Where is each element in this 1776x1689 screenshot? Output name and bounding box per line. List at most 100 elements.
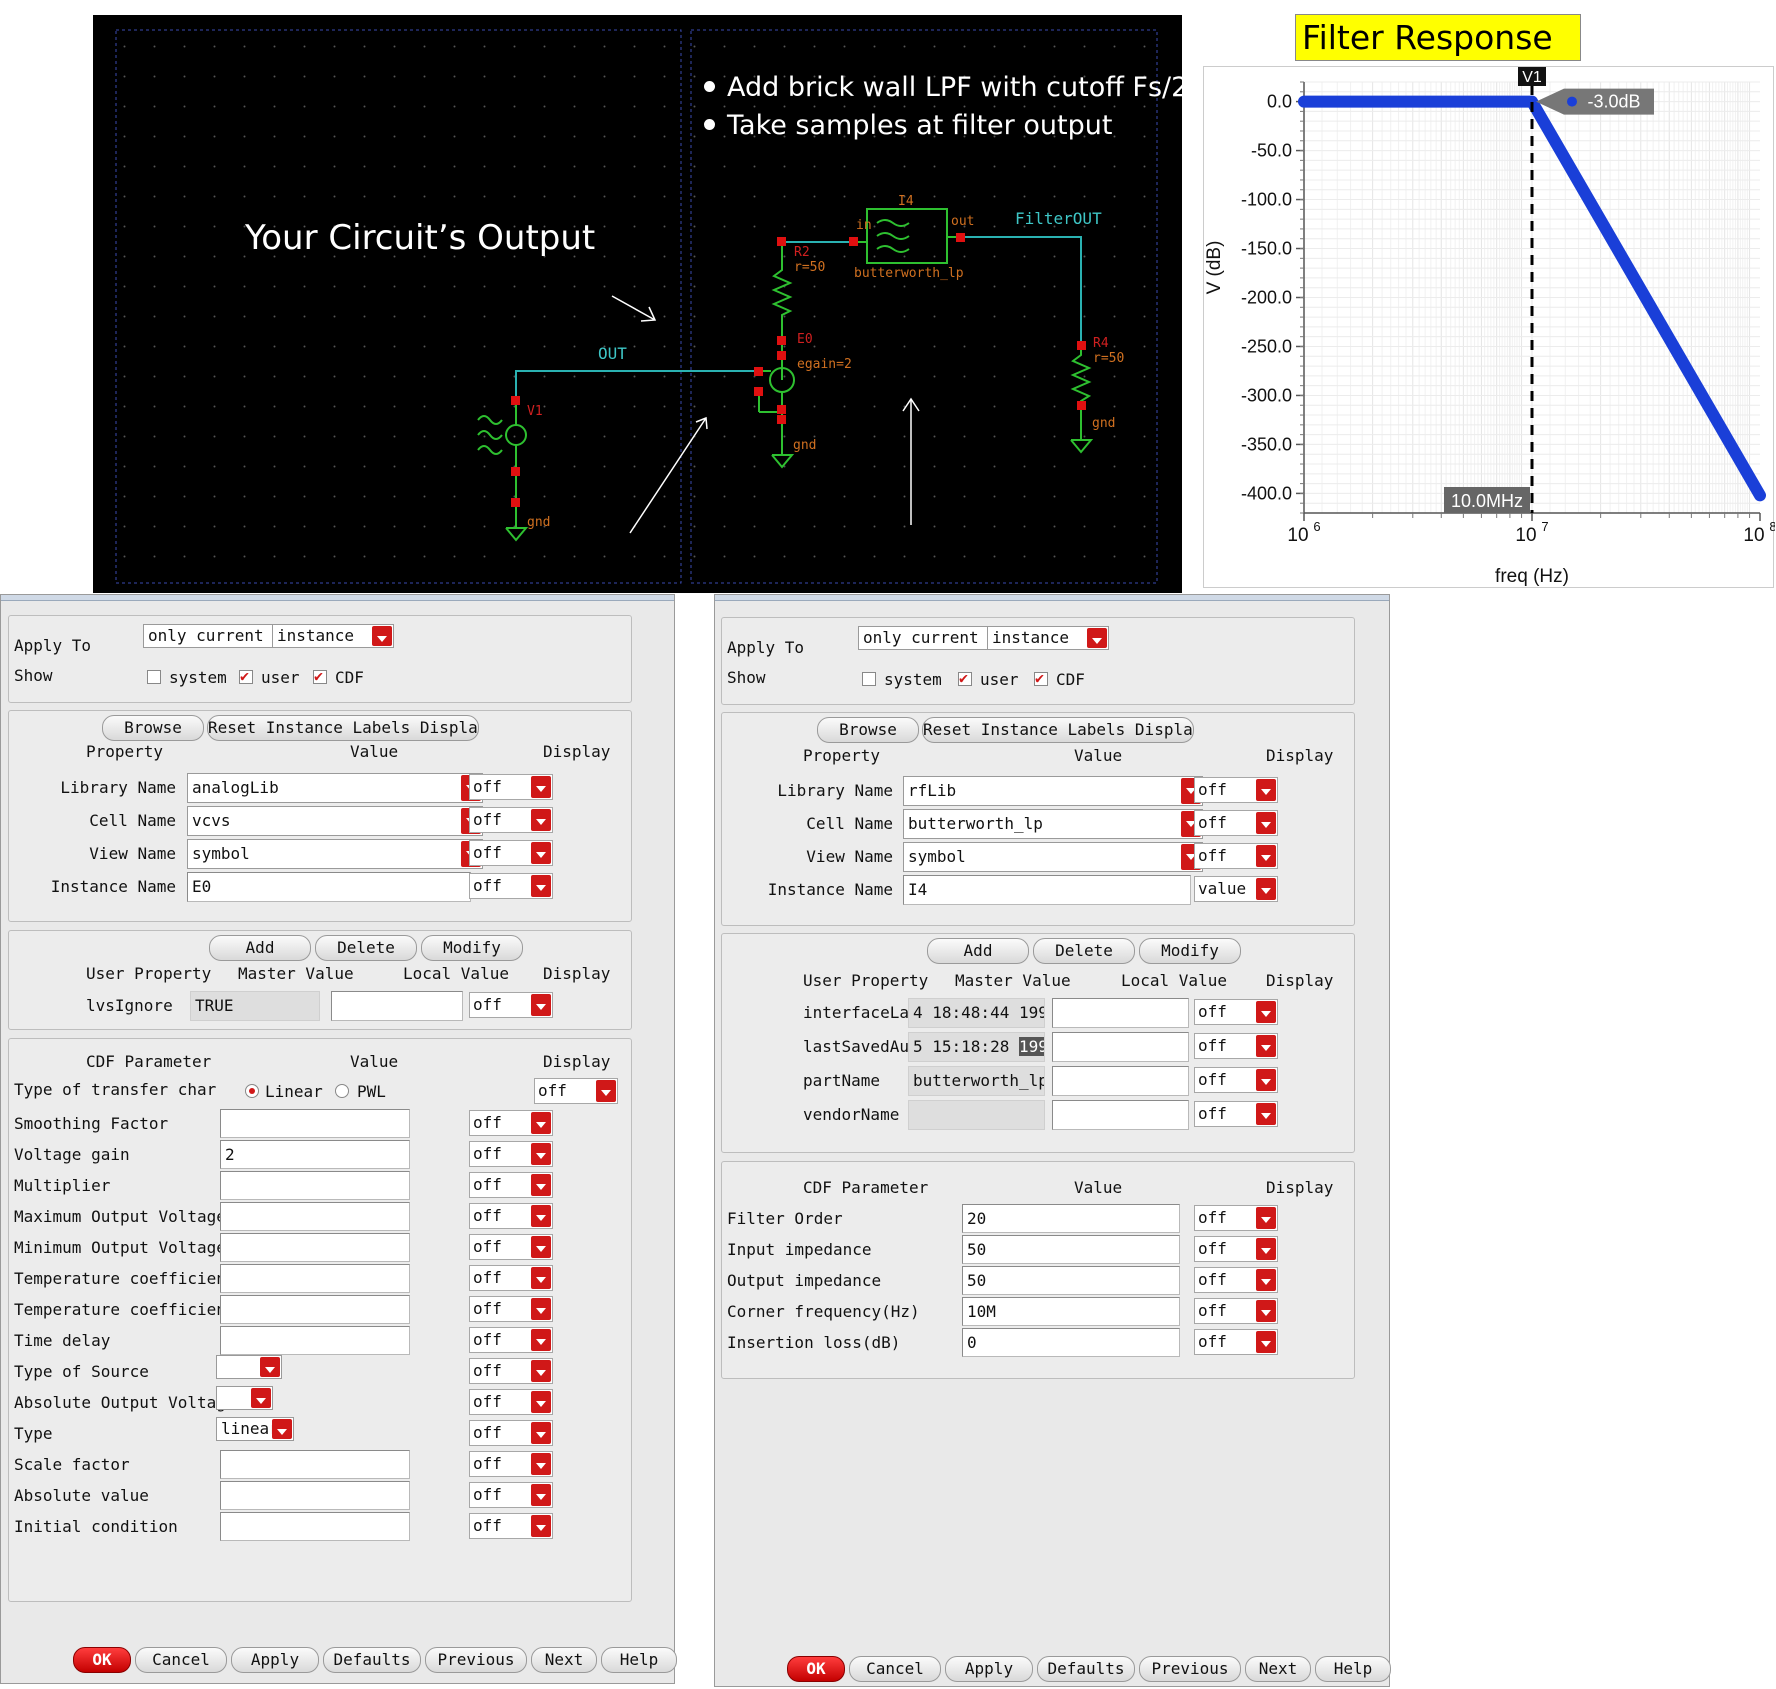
display-select[interactable]: off: [1194, 777, 1278, 803]
display-select[interactable]: off: [469, 1141, 553, 1167]
cdf-parameter-input[interactable]: 50: [962, 1266, 1180, 1295]
cdf-parameter-input[interactable]: [220, 1109, 410, 1138]
display-select[interactable]: off: [469, 1513, 553, 1539]
next-button[interactable]: Next: [531, 1647, 597, 1673]
cdf-parameter-input[interactable]: [220, 1450, 410, 1479]
local-value-input[interactable]: [1052, 998, 1189, 1028]
dialog-titlebar[interactable]: [1, 595, 674, 601]
cdf-parameter-input[interactable]: 10M: [962, 1297, 1180, 1326]
display-select[interactable]: off: [469, 1451, 553, 1477]
cdf-parameter-input[interactable]: [220, 1326, 410, 1355]
linear-radio[interactable]: [245, 1084, 259, 1098]
browse-button[interactable]: Browse: [817, 717, 919, 743]
display-select[interactable]: off: [469, 807, 553, 833]
display-select[interactable]: off: [469, 1203, 553, 1229]
cdf-parameter-select[interactable]: [216, 1386, 273, 1410]
apply-to-target-select[interactable]: instance: [987, 626, 1109, 650]
add-button[interactable]: Add: [927, 938, 1029, 964]
display-select[interactable]: off: [469, 1358, 553, 1384]
show-cdf-checkbox[interactable]: [1034, 669, 1048, 687]
display-select[interactable]: off: [534, 1078, 618, 1104]
display-select[interactable]: off: [469, 1482, 553, 1508]
display-select[interactable]: off: [1194, 1236, 1278, 1262]
schematic-canvas[interactable]: Your Circuit’s Output Add brick wall LPF…: [93, 15, 1188, 593]
show-user-checkbox[interactable]: [239, 667, 253, 685]
help-button[interactable]: Help: [1315, 1656, 1391, 1682]
cdf-parameter-input[interactable]: 20: [962, 1204, 1180, 1233]
delete-button[interactable]: Delete: [315, 935, 417, 961]
display-select[interactable]: off: [1194, 843, 1278, 869]
display-select[interactable]: off: [1194, 1033, 1278, 1059]
cdf-parameter-input[interactable]: [220, 1481, 410, 1510]
display-select[interactable]: off: [469, 1296, 553, 1322]
display-select[interactable]: off: [1194, 1267, 1278, 1293]
cdf-parameter-input[interactable]: [220, 1512, 410, 1541]
show-cdf-checkbox[interactable]: [313, 667, 327, 685]
dialog-titlebar[interactable]: [715, 595, 1389, 601]
reset-instance-labels-button[interactable]: Reset Instance Labels Display: [207, 715, 479, 741]
display-select[interactable]: off: [1194, 810, 1278, 836]
cdf-parameter-input[interactable]: 2: [220, 1140, 410, 1169]
display-select[interactable]: value: [1194, 876, 1278, 902]
modify-button[interactable]: Modify: [1139, 938, 1241, 964]
display-select[interactable]: off: [1194, 1205, 1278, 1231]
display-select[interactable]: off: [469, 992, 553, 1018]
display-select[interactable]: off: [1194, 1298, 1278, 1324]
cdf-parameter-input[interactable]: 0: [962, 1328, 1180, 1357]
local-value-input[interactable]: [331, 991, 463, 1021]
display-select[interactable]: off: [469, 1420, 553, 1446]
filter-response-chart[interactable]: 0.0 -50.0 -100.0 -150.0 -200.0 -250.0 -300.0 -3…: [1203, 66, 1775, 588]
help-button[interactable]: Help: [601, 1647, 677, 1673]
pwl-radio[interactable]: [335, 1084, 349, 1098]
ok-button[interactable]: OK: [73, 1647, 131, 1673]
apply-to-target-select[interactable]: instance: [272, 624, 394, 648]
display-select[interactable]: off: [1194, 1067, 1278, 1093]
modify-button[interactable]: Modify: [421, 935, 523, 961]
display-select[interactable]: off: [1194, 999, 1278, 1025]
apply-to-scope-select[interactable]: only current: [143, 624, 273, 648]
local-value-input[interactable]: [1052, 1100, 1189, 1130]
instance-name-input[interactable]: E0: [187, 872, 471, 902]
previous-button[interactable]: Previous: [425, 1647, 527, 1673]
cdf-parameter-select[interactable]: linear: [216, 1417, 294, 1441]
display-select[interactable]: off: [469, 1389, 553, 1415]
cdf-parameter-input[interactable]: [220, 1295, 410, 1324]
display-select[interactable]: off: [469, 1234, 553, 1260]
browse-button[interactable]: Browse: [102, 715, 204, 741]
local-value-input[interactable]: [1052, 1066, 1189, 1096]
property-value-select[interactable]: symbol: [903, 842, 1203, 872]
show-system-checkbox[interactable]: [147, 670, 161, 684]
property-value-select[interactable]: rfLib: [903, 776, 1203, 806]
show-user-checkbox[interactable]: [958, 669, 972, 687]
apply-to-scope-select[interactable]: only current: [858, 626, 988, 650]
instance-name-input[interactable]: I4: [903, 875, 1191, 905]
display-select[interactable]: off: [469, 1265, 553, 1291]
display-select[interactable]: off: [469, 774, 553, 800]
cdf-parameter-select[interactable]: [216, 1355, 282, 1379]
display-select[interactable]: off: [469, 1110, 553, 1136]
cdf-parameter-input[interactable]: [220, 1264, 410, 1293]
display-select[interactable]: off: [469, 1172, 553, 1198]
reset-instance-labels-button[interactable]: Reset Instance Labels Display: [922, 717, 1194, 743]
property-value-select[interactable]: butterworth_lp: [903, 809, 1203, 839]
cancel-button[interactable]: Cancel: [849, 1656, 941, 1682]
property-value-select[interactable]: vcvs: [187, 806, 483, 836]
property-value-select[interactable]: analogLib: [187, 773, 483, 803]
cdf-parameter-input[interactable]: [220, 1233, 410, 1262]
defaults-button[interactable]: Defaults: [1037, 1656, 1135, 1682]
local-value-input[interactable]: [1052, 1032, 1189, 1062]
cancel-button[interactable]: Cancel: [135, 1647, 227, 1673]
add-button[interactable]: Add: [209, 935, 311, 961]
cdf-parameter-input[interactable]: [220, 1202, 410, 1231]
display-select[interactable]: off: [1194, 1101, 1278, 1127]
next-button[interactable]: Next: [1245, 1656, 1311, 1682]
display-select[interactable]: off: [469, 873, 553, 899]
cdf-parameter-input[interactable]: [220, 1171, 410, 1200]
show-system-checkbox[interactable]: [862, 672, 876, 686]
cdf-parameter-input[interactable]: 50: [962, 1235, 1180, 1264]
display-select[interactable]: off: [1194, 1329, 1278, 1355]
apply-button[interactable]: Apply: [945, 1656, 1033, 1682]
apply-button[interactable]: Apply: [231, 1647, 319, 1673]
defaults-button[interactable]: Defaults: [323, 1647, 421, 1673]
delete-button[interactable]: Delete: [1033, 938, 1135, 964]
